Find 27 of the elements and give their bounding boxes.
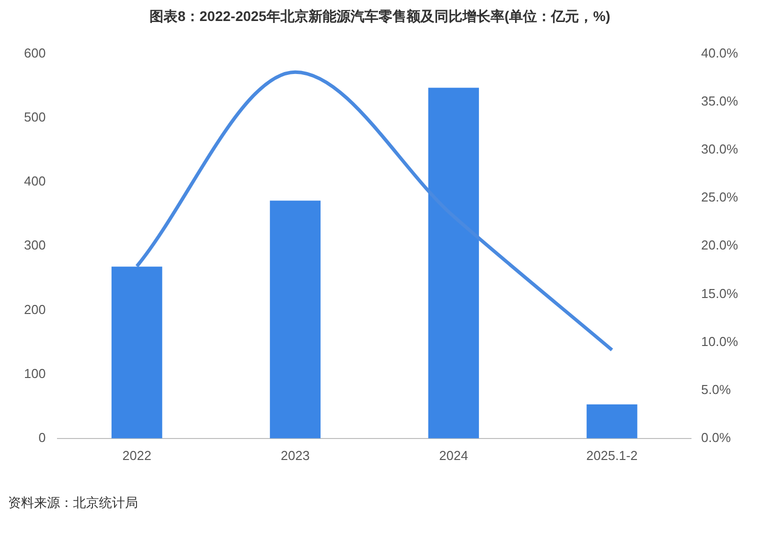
y-tick-label: 0 — [38, 430, 46, 445]
y-tick-label: 300 — [24, 238, 46, 253]
y2-tick-label: 35.0% — [701, 93, 738, 108]
chart-title: 图表8：2022-2025年北京新能源汽车零售额及同比增长率(单位：亿元，%) — [148, 8, 612, 26]
text: 资料来源：北京统计局 — [8, 494, 139, 512]
y-tick-label: 600 — [24, 45, 46, 60]
y2-tick-label: 15.0% — [701, 286, 738, 301]
bar — [112, 266, 162, 438]
x-tick-label: 2022 — [122, 448, 152, 463]
line-series — [135, 70, 614, 352]
y2-tick-label: 20.0% — [701, 238, 738, 253]
y2-tick-label: 25.0% — [701, 190, 738, 205]
x-tick-label: 2023 — [280, 448, 310, 463]
y-tick-label: 400 — [24, 174, 46, 189]
bar — [428, 88, 479, 438]
x-tick-label: 2024 — [439, 448, 468, 463]
y2-tick-label: 40.0% — [701, 45, 738, 60]
y-tick-label: 500 — [24, 109, 46, 124]
y2-tick-label: 5.0% — [701, 382, 732, 397]
y2-tick-label: 10.0% — [701, 334, 738, 349]
bar — [586, 404, 638, 438]
bar — [270, 200, 321, 438]
y2-tick-label: 30.0% — [701, 142, 738, 157]
y-tick-label: 100 — [24, 366, 46, 381]
x-tick-label: 2025.1-2 — [586, 448, 638, 463]
y-tick-label: 200 — [24, 302, 46, 317]
y2-tick-label: 0.0% — [701, 430, 732, 445]
